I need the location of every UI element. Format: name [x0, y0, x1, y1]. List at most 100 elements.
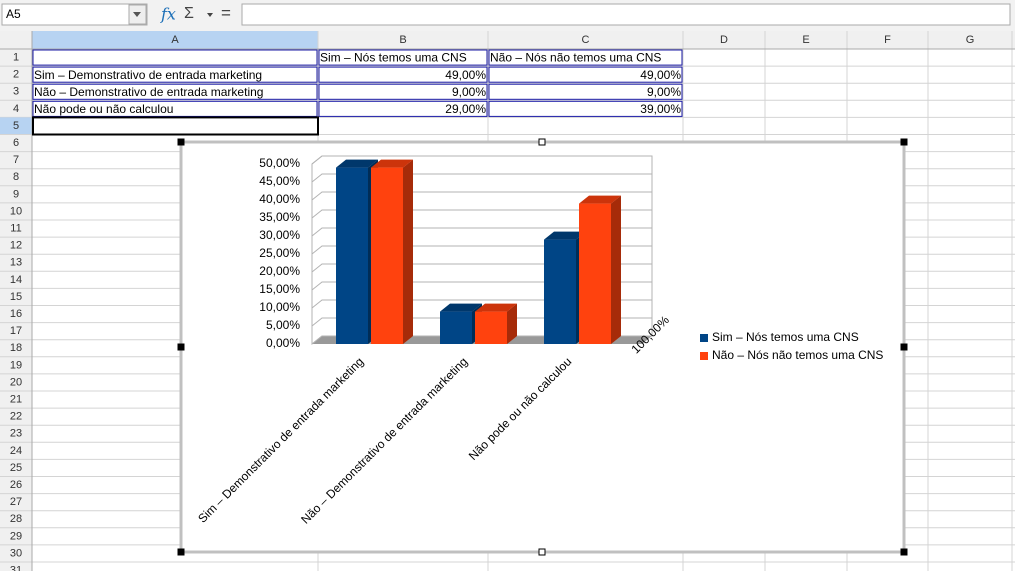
row-header[interactable]: 8 [13, 171, 19, 183]
row-header[interactable]: 17 [10, 325, 22, 337]
row-header[interactable]: 16 [10, 308, 22, 320]
row-header[interactable]: 19 [10, 359, 22, 371]
bar-top [544, 231, 586, 240]
y-tick-label: 20,00% [259, 264, 300, 278]
grid-line [311, 209, 652, 219]
bar-side [611, 195, 621, 344]
column-header[interactable]: A [171, 34, 179, 46]
cell-text[interactable]: Não – Demonstrativo de entrada marketing [34, 85, 263, 99]
grid-line [311, 155, 652, 165]
grid-line [311, 191, 652, 201]
row-header[interactable]: 6 [13, 137, 19, 149]
name-box[interactable] [1, 3, 148, 26]
row-header[interactable]: 29 [10, 530, 22, 542]
cell-text[interactable]: 9,00% [452, 85, 486, 99]
row-header[interactable]: 12 [10, 240, 22, 252]
formula-button[interactable]: = [221, 3, 231, 22]
row-header[interactable]: 26 [10, 479, 22, 491]
cell-border [318, 100, 488, 117]
row-header[interactable]: 7 [13, 154, 19, 166]
row-header[interactable]: 1 [13, 51, 19, 63]
formula-input[interactable] [241, 3, 1011, 26]
row-header[interactable]: 5 [13, 120, 19, 132]
row-header[interactable]: 10 [10, 205, 22, 217]
row-header[interactable]: 11 [10, 222, 21, 234]
row-header[interactable]: 20 [10, 376, 22, 388]
bar-top [336, 159, 378, 168]
row-header[interactable]: 25 [10, 462, 22, 474]
cell-text[interactable]: Não – Nós não temos uma CNS [490, 51, 661, 65]
cell-text[interactable]: Sim – Nós temos uma CNS [320, 51, 467, 65]
bar-top-shade [475, 303, 517, 312]
resize-handle[interactable] [177, 343, 185, 351]
row-header[interactable]: 13 [10, 257, 22, 269]
row-header[interactable]: 3 [13, 86, 19, 98]
function-wizard[interactable]: fx [160, 5, 176, 24]
resize-handle[interactable] [177, 138, 185, 146]
row-header[interactable]: 31 [10, 564, 22, 571]
cell-text[interactable]: 49,00% [445, 68, 486, 82]
resize-handle[interactable] [900, 548, 908, 556]
resize-handle[interactable] [177, 548, 185, 556]
cell-text[interactable]: 39,00% [640, 102, 681, 116]
resize-handle[interactable] [538, 138, 546, 146]
column-header[interactable]: G [966, 34, 975, 46]
cell-border [318, 83, 488, 100]
cell-border [32, 100, 318, 117]
bar-top [475, 303, 517, 312]
bar-top-shade [440, 303, 482, 312]
row-header-bar [0, 49, 32, 571]
row-header[interactable]: 4 [13, 103, 19, 115]
cell-text[interactable]: 29,00% [445, 102, 486, 116]
column-header[interactable]: B [399, 34, 406, 46]
row-header[interactable]: 9 [13, 188, 19, 200]
bar [544, 239, 576, 344]
cell-border [318, 49, 488, 66]
column-header[interactable]: F [884, 34, 891, 46]
row-header[interactable]: 14 [10, 274, 22, 286]
bar-top-shade [544, 231, 586, 240]
row-header[interactable]: 30 [10, 547, 22, 559]
selected-row-header [0, 117, 32, 135]
row-header[interactable]: 18 [10, 342, 22, 354]
cell-border [488, 100, 683, 117]
bar-side-shade [507, 303, 517, 344]
bar [336, 167, 368, 344]
resize-handle[interactable] [900, 138, 908, 146]
row-header[interactable]: 23 [10, 428, 22, 440]
grid-line [311, 245, 652, 255]
column-header[interactable]: C [582, 34, 590, 46]
bar-side-shade [403, 159, 413, 344]
y-tick-label: 0,00% [266, 336, 300, 350]
legend-label: Não – Nós não temos uma CNS [712, 348, 883, 362]
row-header[interactable]: 15 [10, 291, 22, 303]
cell-text[interactable]: 9,00% [647, 85, 681, 99]
cell-border [32, 83, 318, 100]
row-header[interactable]: 22 [10, 411, 22, 423]
column-header[interactable]: D [720, 34, 728, 46]
bar-side-shade [611, 195, 621, 344]
resize-handle[interactable] [538, 548, 546, 556]
sum-button[interactable]: Σ [184, 5, 194, 22]
y-tick-label: 45,00% [259, 174, 300, 188]
bar-top [440, 303, 482, 312]
y-tick-label: 50,00% [259, 156, 300, 170]
sum-dropdown[interactable] [207, 13, 213, 17]
row-header[interactable]: 27 [10, 496, 22, 508]
bar-top-shade [371, 159, 413, 168]
cell-text[interactable]: Sim – Demonstrativo de entrada marketing [34, 68, 262, 82]
row-header[interactable]: 28 [10, 513, 22, 525]
row-header[interactable]: 24 [10, 445, 22, 457]
dropdown-arrow [133, 12, 141, 17]
y-tick-label: 35,00% [259, 210, 300, 224]
row-header[interactable]: 2 [13, 69, 19, 81]
cell-text[interactable]: 49,00% [640, 68, 681, 82]
bar-top [579, 195, 621, 204]
column-header[interactable]: E [802, 34, 809, 46]
bar-side [403, 159, 413, 344]
row-header[interactable]: 21 [10, 393, 22, 405]
cell-text[interactable]: Não pode ou não calculou [34, 102, 173, 116]
resize-handle[interactable] [900, 343, 908, 351]
